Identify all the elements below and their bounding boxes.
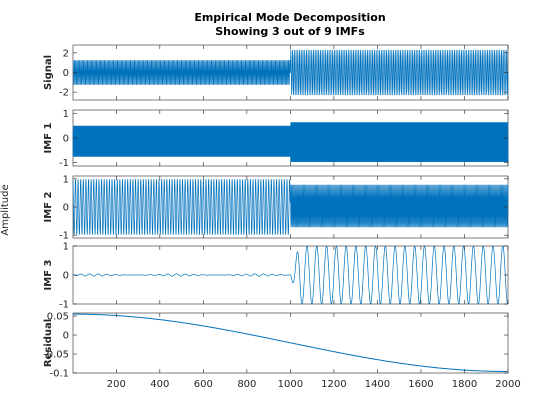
y-tick-label: -1 (59, 231, 69, 242)
subplot-imf-3: 1 0 -1 IMF 3 (43, 242, 509, 311)
x-tick-label: 200 (107, 379, 126, 390)
subplot-label: IMF 1 (43, 122, 54, 153)
x-tick-label: 600 (194, 379, 213, 390)
subplot-label: Signal (43, 55, 54, 90)
subplot-label: IMF 3 (43, 259, 54, 290)
x-tick-label: 1600 (408, 379, 433, 390)
y-tick-label: 0 (63, 271, 69, 282)
subplot-label: Residual (43, 319, 54, 367)
series-line (72, 245, 509, 305)
subplot-label: IMF 2 (43, 191, 54, 222)
y-tick-label: 0 (63, 68, 69, 79)
subplot-residual: 0.05 0 -0.05 -0.1 Residual (43, 312, 509, 380)
x-tick-label: 1000 (278, 379, 303, 390)
series-line (72, 49, 509, 96)
chart-title: Empirical Mode Decomposition (194, 11, 385, 24)
series-line (73, 313, 508, 372)
y-tick-label: -1 (59, 158, 69, 169)
x-tick-label: 2000 (495, 379, 520, 390)
y-tick-label: 0 (63, 331, 69, 342)
x-axis-ticks: 200 400 600 800 1000 1200 1400 1600 1800 2000 (107, 379, 521, 390)
x-tick-label: 1400 (365, 379, 390, 390)
y-axis-label: Amplitude (0, 184, 11, 235)
y-tick-label: 0 (63, 134, 69, 145)
series-line (72, 122, 509, 162)
subplot-signal: 2 0 -2 Signal (43, 44, 509, 101)
y-tick-label: -2 (59, 88, 69, 99)
y-tick-label: 1 (63, 109, 69, 120)
x-tick-label: 1200 (321, 379, 346, 390)
y-tick-label: 0.05 (47, 312, 69, 323)
y-tick-label: 1 (63, 242, 69, 253)
x-tick-label: 1800 (452, 379, 477, 390)
chart-subtitle: Showing 3 out of 9 IMFs (215, 25, 365, 38)
y-tick-label: -1 (59, 300, 69, 311)
x-tick-label: 800 (237, 379, 256, 390)
series-line (72, 179, 509, 235)
x-tick-label: 400 (150, 379, 169, 390)
y-tick-label: 1 (63, 174, 69, 185)
y-tick-label: 2 (63, 48, 69, 59)
subplot-imf-2: 1 0 -1 IMF 2 (43, 174, 509, 242)
subplot-panels: 2 0 -2 Signal 1 0 -1 IMF 1 1 0 -1 IMF 2 1 0 -1 IMF 3 0.0… (43, 44, 509, 380)
y-tick-label: -0.1 (49, 369, 69, 380)
y-tick-label: -0.05 (43, 350, 69, 361)
subplot-imf-1: 1 0 -1 IMF 1 (43, 109, 509, 169)
y-tick-label: 0 (63, 203, 69, 214)
